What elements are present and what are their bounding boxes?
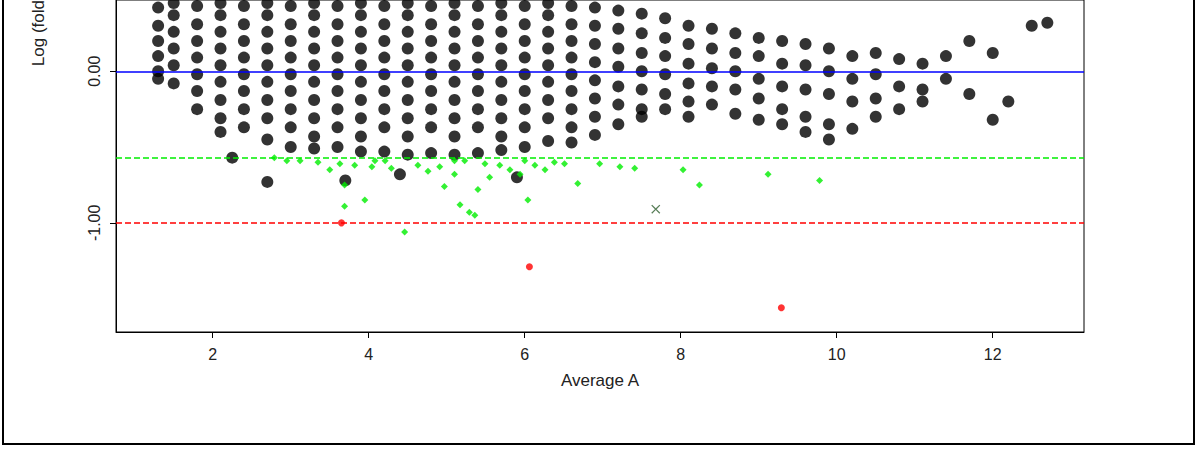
svg-text:0.00: 0.00 (86, 56, 103, 87)
svg-text:8: 8 (676, 346, 685, 363)
svg-text:-1.00: -1.00 (86, 205, 103, 242)
svg-text:4: 4 (364, 346, 373, 363)
svg-text:Average A: Average A (561, 371, 640, 390)
svg-text:10: 10 (828, 346, 846, 363)
svg-text:2: 2 (208, 346, 217, 363)
svg-text:12: 12 (984, 346, 1002, 363)
svg-text:Log (fold: Log (fold (29, 0, 48, 66)
svg-text:6: 6 (520, 346, 529, 363)
